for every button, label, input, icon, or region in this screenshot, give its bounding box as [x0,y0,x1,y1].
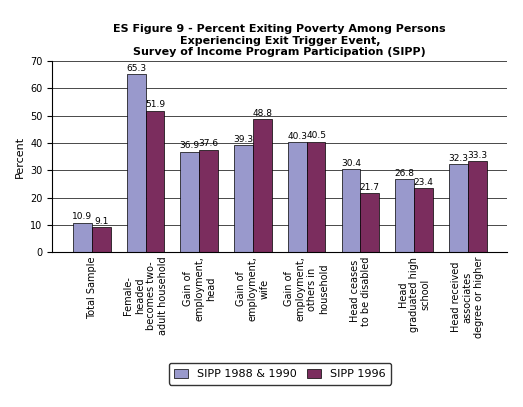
Bar [395,179,414,252]
Bar [468,161,486,252]
Title: ES Figure 9 - Percent Exiting Poverty Among Persons
Experiencing Exit Trigger Ev: ES Figure 9 - Percent Exiting Poverty Am… [113,24,446,57]
Bar [73,223,92,252]
Bar [414,188,433,252]
Bar [342,169,360,252]
Text: 32.3: 32.3 [448,154,469,163]
Text: 9.1: 9.1 [94,217,108,226]
Text: 21.7: 21.7 [360,183,380,192]
Text: 40.5: 40.5 [306,131,326,140]
Bar [234,145,253,252]
Text: 30.4: 30.4 [341,159,361,168]
Text: 33.3: 33.3 [467,151,487,160]
Text: 51.9: 51.9 [145,100,165,109]
Text: 65.3: 65.3 [126,63,146,72]
Text: 26.8: 26.8 [395,169,415,178]
Text: 23.4: 23.4 [414,178,434,187]
Bar [253,119,272,252]
Bar [449,164,468,252]
Text: 36.9: 36.9 [180,141,200,150]
Bar [180,151,199,252]
Text: 10.9: 10.9 [72,212,93,221]
Bar [127,74,145,252]
Text: 37.6: 37.6 [199,139,219,148]
Bar [288,142,306,252]
Bar [92,228,110,252]
Text: 48.8: 48.8 [252,109,272,118]
Text: 40.3: 40.3 [287,132,308,141]
Text: 39.3: 39.3 [233,135,254,144]
Bar [360,193,379,252]
Bar [306,142,325,252]
Y-axis label: Percent: Percent [15,136,25,178]
Legend: SIPP 1988 & 1990, SIPP 1996: SIPP 1988 & 1990, SIPP 1996 [169,363,391,385]
Bar [199,150,218,252]
Bar [145,111,164,252]
